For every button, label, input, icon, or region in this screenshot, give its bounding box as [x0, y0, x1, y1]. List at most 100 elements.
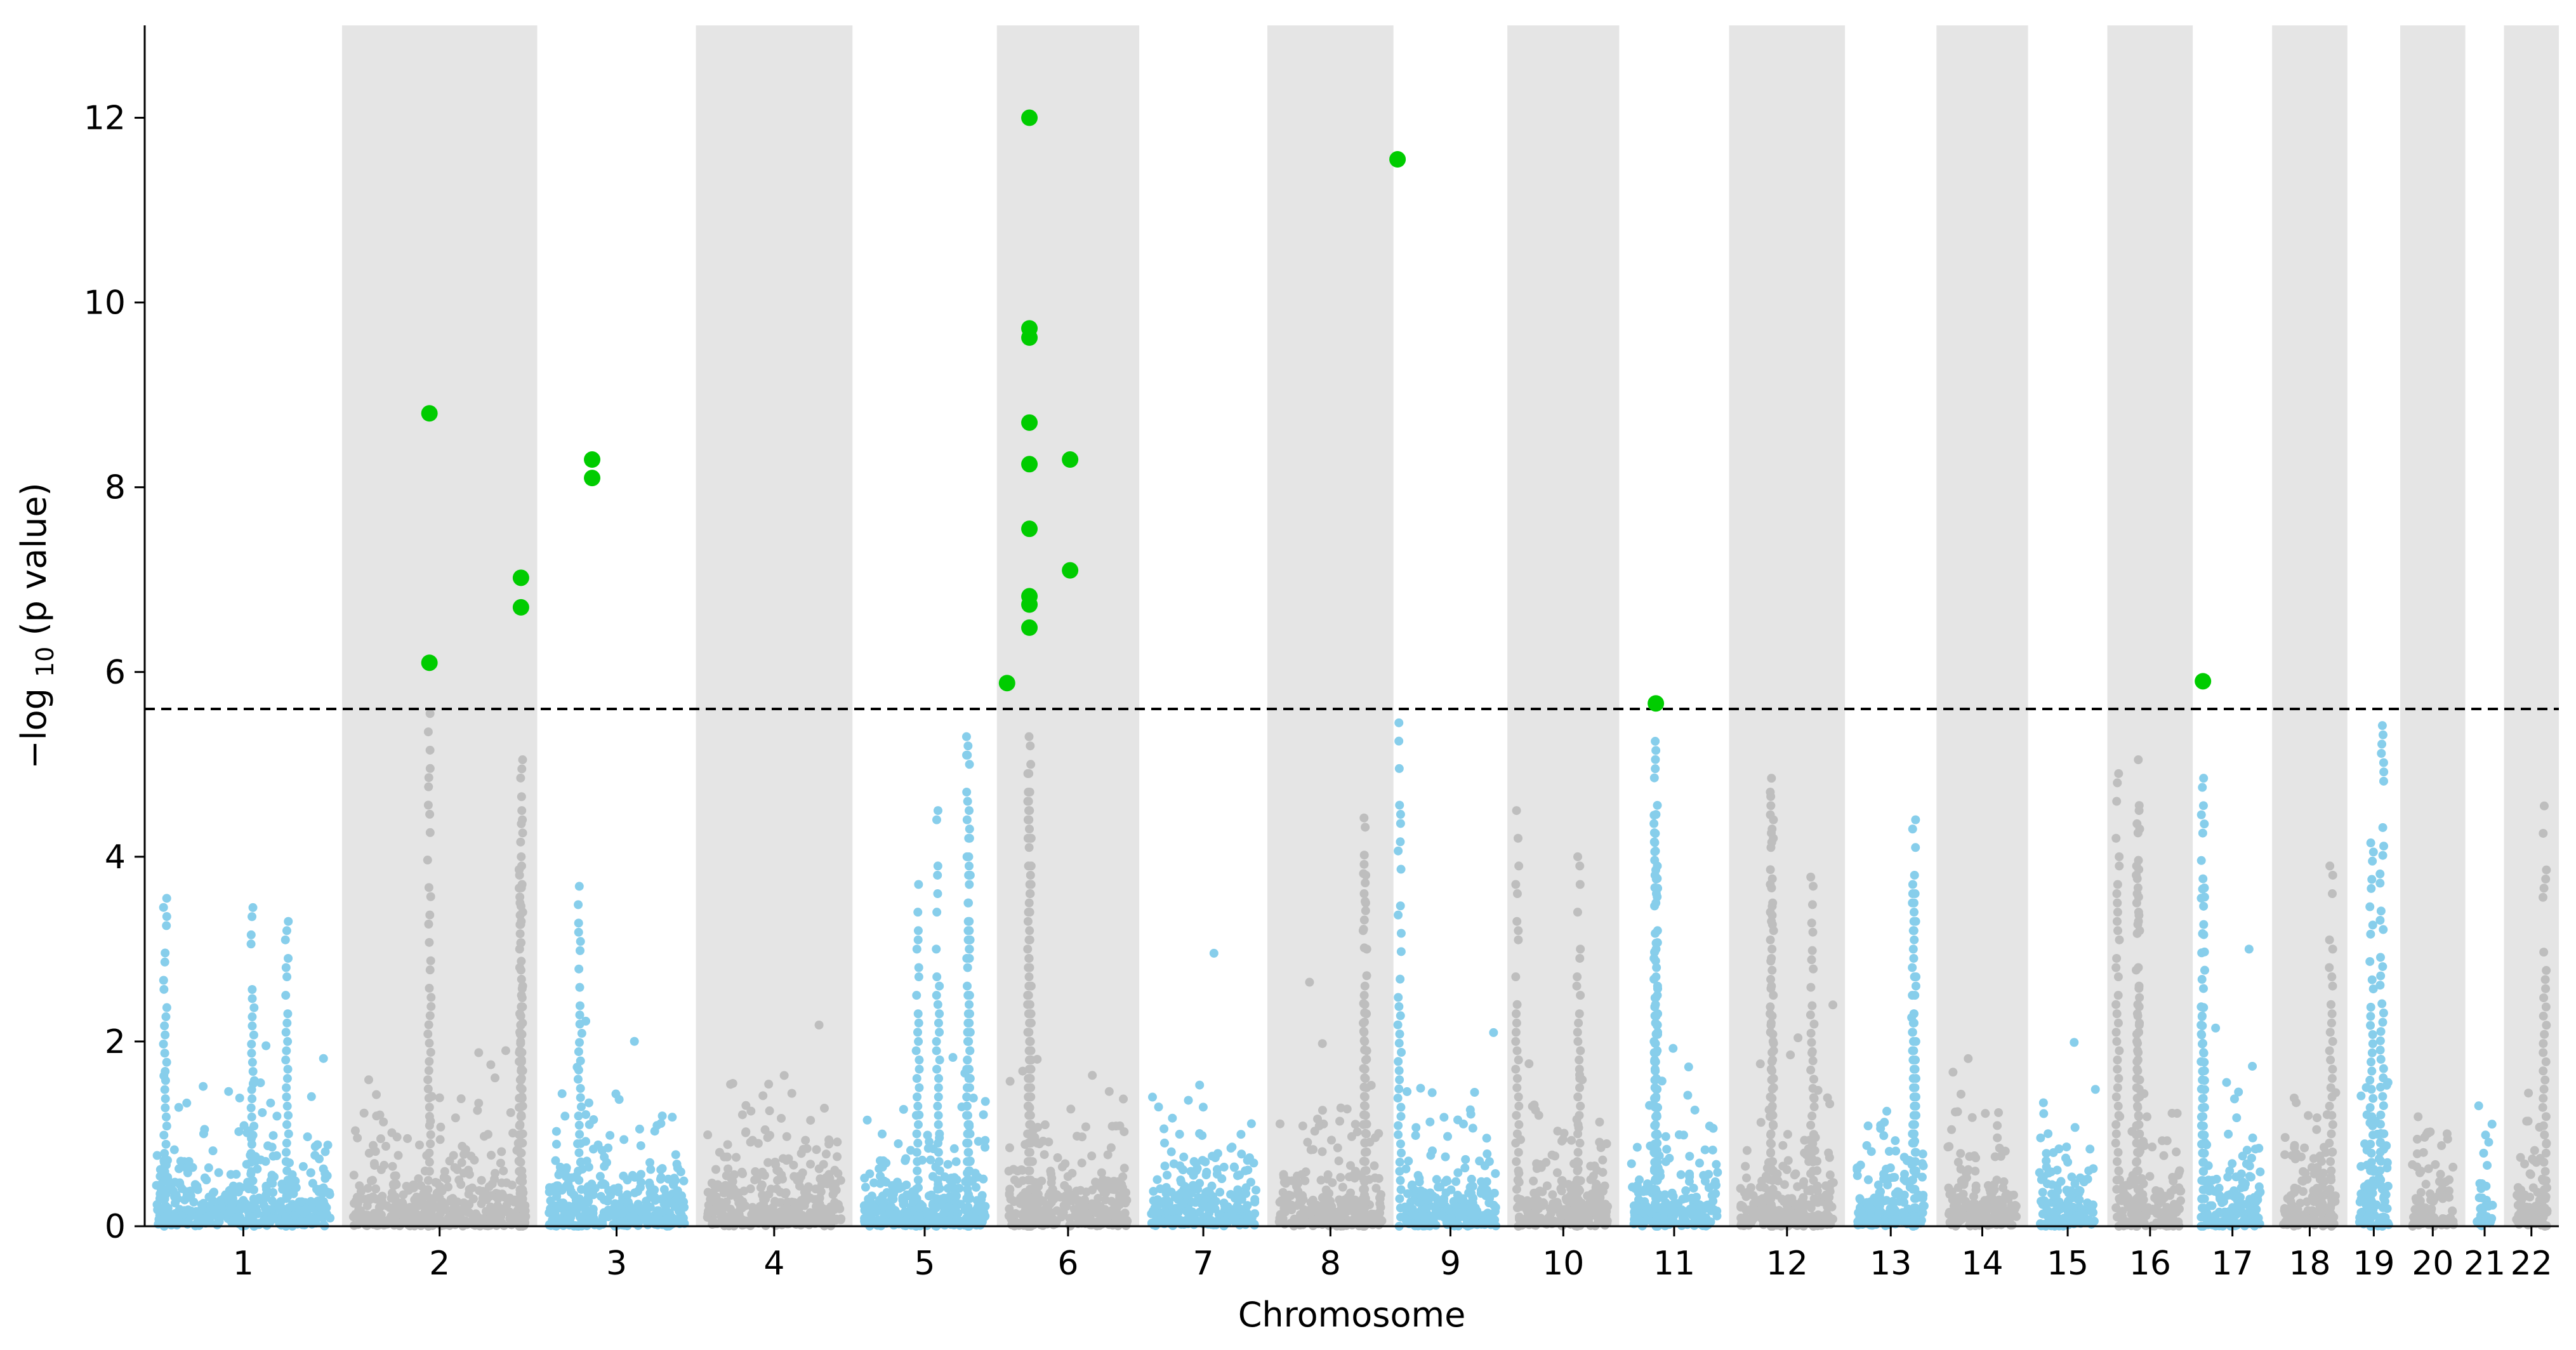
snp-point	[968, 1094, 978, 1103]
chromosome-14-points	[1943, 1054, 2021, 1231]
snp-point	[1080, 1203, 1089, 1213]
snp-point	[1710, 1177, 1720, 1186]
snp-point	[247, 1203, 256, 1213]
snp-point	[1661, 1132, 1670, 1141]
snp-point	[282, 972, 292, 982]
snp-point	[981, 1142, 990, 1152]
snp-point	[458, 1206, 468, 1215]
snp-point	[1545, 1204, 1555, 1214]
snp-point	[1160, 1161, 1170, 1171]
snp-point	[1117, 1180, 1126, 1189]
snp-point	[423, 1029, 433, 1039]
snp-point	[283, 1036, 293, 1046]
snp-point	[1301, 1217, 1311, 1227]
snp-point	[2070, 1038, 2079, 1047]
snp-point	[899, 1200, 908, 1209]
snp-point	[885, 1208, 894, 1218]
snp-point	[1919, 1201, 1928, 1210]
snp-point	[940, 1172, 949, 1182]
snp-point	[1855, 1194, 1865, 1203]
snp-point	[2157, 1136, 2167, 1146]
snp-point	[1690, 1105, 1700, 1115]
snp-point	[1178, 1165, 1187, 1174]
snp-point	[2039, 1109, 2049, 1118]
background-points	[152, 709, 2552, 1231]
snp-point	[642, 1213, 651, 1222]
snp-point	[162, 1003, 171, 1012]
snp-point	[1168, 1113, 1177, 1123]
snp-point	[646, 1165, 656, 1174]
snp-point	[2280, 1150, 2290, 1160]
snp-point	[2444, 1193, 2454, 1202]
snp-point	[2442, 1129, 2452, 1139]
snp-point	[1953, 1158, 1963, 1167]
snp-point	[425, 1057, 434, 1066]
snp-point	[1279, 1170, 1288, 1179]
snp-point	[943, 1160, 953, 1169]
snp-point	[281, 963, 291, 972]
snp-point	[2298, 1167, 2308, 1176]
snp-point	[829, 1184, 838, 1193]
snp-point	[661, 1205, 671, 1215]
snp-point	[465, 1170, 474, 1179]
snp-point	[1661, 1157, 1670, 1167]
snp-point	[1411, 1211, 1420, 1221]
snp-point	[1876, 1207, 1886, 1217]
snp-point	[234, 1127, 244, 1136]
snp-point	[239, 1196, 248, 1205]
snp-point	[224, 1087, 234, 1096]
snp-point	[1696, 1213, 1706, 1222]
snp-point	[1899, 1190, 1909, 1200]
snp-point	[449, 1151, 458, 1160]
snp-point	[1917, 1172, 1927, 1182]
snp-point	[492, 1216, 502, 1226]
snp-point	[1198, 1102, 1208, 1112]
snp-point	[1872, 1214, 1882, 1223]
snp-point	[1783, 1130, 1792, 1139]
snp-point	[1978, 1214, 1987, 1224]
snp-point	[1035, 1197, 1045, 1207]
snp-point	[376, 1213, 386, 1222]
snp-point	[1971, 1167, 1980, 1176]
snp-point	[1891, 1136, 1900, 1146]
snp-point	[424, 883, 433, 892]
snp-point	[184, 1156, 194, 1166]
snp-point	[1591, 1189, 1601, 1199]
snp-point	[1059, 1201, 1069, 1210]
snp-point	[1066, 1104, 1076, 1114]
snp-point	[888, 1189, 898, 1199]
snp-point	[159, 984, 169, 994]
snp-point	[2238, 1151, 2247, 1161]
snp-point	[737, 1110, 747, 1120]
snp-point	[1403, 1218, 1412, 1228]
snp-point	[160, 1212, 169, 1222]
snp-point	[474, 1048, 484, 1057]
snp-point	[1298, 1122, 1307, 1131]
snp-point	[726, 1080, 736, 1089]
snp-point	[1321, 1206, 1330, 1215]
snp-point	[902, 1190, 911, 1200]
snp-point	[1990, 1214, 2000, 1223]
snp-point	[1880, 1118, 1889, 1127]
snp-point	[425, 828, 435, 837]
snp-point	[2308, 1206, 2317, 1215]
snp-point	[1227, 1207, 1236, 1216]
snp-point	[2280, 1206, 2289, 1215]
snp-point	[1106, 1143, 1116, 1153]
snp-point	[725, 1205, 735, 1214]
snp-point	[587, 1179, 597, 1189]
snp-point	[1823, 1202, 1832, 1212]
snp-point	[1236, 1130, 1246, 1139]
snp-point	[1793, 1033, 1803, 1043]
snp-point	[202, 1175, 211, 1185]
snp-point	[160, 957, 169, 967]
snp-point	[1192, 1166, 1201, 1175]
snp-point	[1226, 1144, 1236, 1153]
snp-point	[371, 1184, 381, 1194]
snp-point	[319, 1054, 328, 1063]
chromosome-band-22	[2504, 25, 2559, 1226]
snp-point	[1040, 1120, 1050, 1130]
snp-point	[2445, 1175, 2454, 1184]
snp-point	[423, 800, 433, 810]
snp-point	[425, 910, 435, 920]
